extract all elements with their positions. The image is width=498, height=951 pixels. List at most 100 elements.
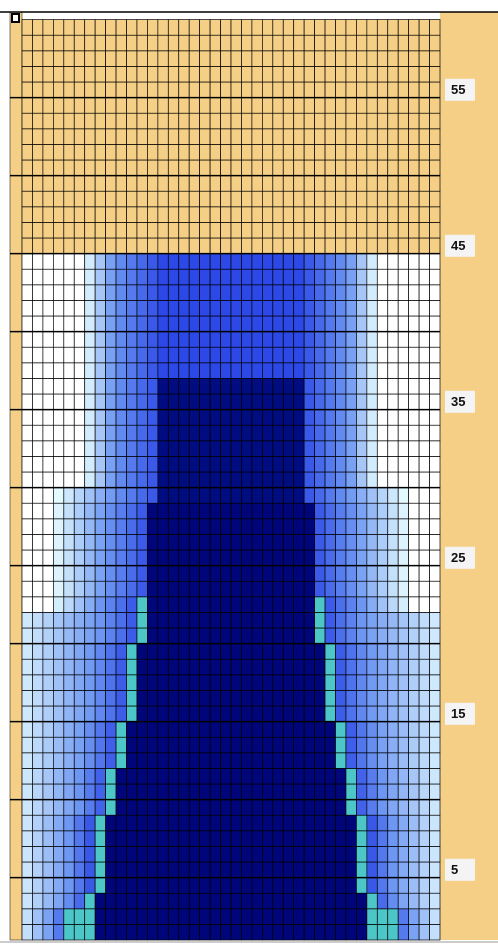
cell — [314, 268, 326, 286]
cell — [335, 814, 347, 832]
cell — [178, 690, 190, 707]
cell — [199, 924, 211, 941]
cell — [115, 861, 127, 878]
cell — [335, 799, 347, 816]
cell — [345, 612, 357, 629]
cell — [94, 799, 106, 816]
cell — [63, 237, 75, 254]
cell — [293, 50, 305, 67]
cell — [147, 612, 159, 629]
cell — [126, 206, 138, 223]
cell — [178, 222, 190, 239]
cell — [209, 752, 221, 769]
cell — [188, 924, 200, 941]
cell — [418, 549, 430, 566]
cell — [136, 861, 148, 878]
cell — [293, 237, 305, 254]
cell — [220, 34, 232, 52]
cell — [178, 128, 190, 145]
cell — [282, 471, 295, 488]
cell — [397, 268, 410, 286]
cell — [345, 19, 357, 36]
cell — [199, 346, 211, 364]
cell — [335, 658, 347, 676]
cell — [408, 487, 420, 504]
cell — [366, 206, 378, 223]
cell — [84, 643, 96, 660]
cell — [42, 658, 54, 676]
cell — [335, 222, 347, 239]
cell — [356, 846, 368, 863]
cell — [157, 877, 169, 894]
cell — [32, 658, 44, 676]
cell — [429, 362, 441, 379]
cell — [408, 300, 420, 317]
cell — [84, 612, 96, 629]
cell — [282, 440, 295, 457]
cell — [147, 877, 159, 894]
cell — [366, 596, 378, 613]
cell — [241, 128, 253, 145]
cell — [324, 19, 336, 36]
cell — [94, 19, 106, 36]
cell — [21, 877, 33, 894]
cell — [147, 66, 159, 83]
cell — [408, 175, 420, 192]
cell — [251, 534, 263, 551]
cell — [376, 378, 389, 395]
cell — [188, 596, 200, 613]
cell — [42, 596, 54, 613]
cell — [387, 331, 399, 348]
cell — [345, 409, 357, 426]
cell — [314, 237, 326, 254]
cell — [209, 877, 221, 894]
cell — [42, 924, 54, 941]
cell — [105, 393, 117, 410]
cell — [167, 175, 180, 192]
cell — [63, 908, 75, 925]
cell — [115, 66, 127, 83]
cell — [356, 518, 368, 535]
cell — [303, 690, 315, 707]
cell — [303, 300, 315, 317]
cell — [209, 643, 221, 660]
cell — [42, 846, 54, 863]
cell — [220, 424, 232, 442]
cell — [136, 487, 148, 504]
cell — [303, 175, 315, 192]
cell — [73, 565, 86, 582]
cell — [94, 518, 106, 535]
cell — [366, 128, 378, 145]
cell — [345, 596, 357, 613]
cell — [209, 253, 221, 270]
cell — [147, 736, 159, 754]
cell — [293, 721, 305, 738]
cell — [105, 877, 117, 894]
cell — [63, 690, 75, 707]
cell — [387, 222, 399, 239]
cell — [387, 268, 399, 286]
cell — [324, 331, 336, 348]
cell — [147, 471, 159, 488]
cell — [73, 612, 86, 629]
cell — [84, 97, 96, 114]
cell — [157, 736, 169, 754]
cell — [157, 222, 169, 239]
cell — [220, 877, 232, 894]
cell — [52, 128, 65, 145]
cell — [21, 268, 33, 286]
cell — [209, 237, 221, 254]
cell — [303, 190, 315, 208]
cell — [230, 237, 242, 254]
cell — [32, 627, 44, 644]
cell — [126, 409, 138, 426]
cell — [356, 877, 368, 894]
cell — [126, 814, 138, 832]
cell — [251, 752, 263, 769]
cell — [303, 861, 315, 878]
cell — [73, 237, 86, 254]
cell — [178, 190, 190, 208]
cell — [230, 112, 242, 130]
cell — [136, 206, 148, 223]
cell — [178, 658, 190, 676]
